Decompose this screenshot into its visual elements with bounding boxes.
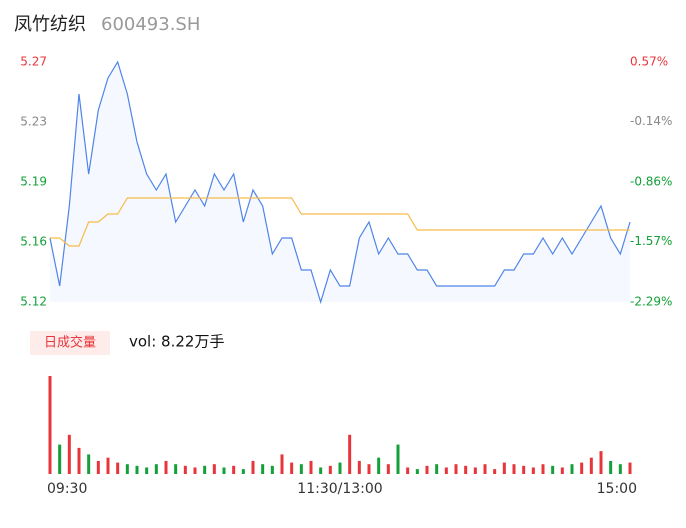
volume-bar bbox=[145, 467, 149, 474]
volume-bar bbox=[589, 457, 593, 474]
volume-bar bbox=[502, 462, 506, 474]
volume-bar bbox=[58, 444, 62, 474]
x-tick-label: 15:00 bbox=[597, 481, 637, 497]
volume-bar bbox=[212, 464, 216, 474]
volume-bar bbox=[357, 460, 361, 474]
volume-bar bbox=[232, 465, 236, 474]
y2-tick-label: -1.57% bbox=[630, 234, 672, 248]
volume-bar bbox=[106, 457, 110, 474]
y-tick-label: 5.23 bbox=[20, 115, 47, 129]
volume-bar bbox=[570, 464, 574, 474]
y-tick-label: 5.12 bbox=[20, 295, 47, 309]
y-tick-label: 5.16 bbox=[20, 235, 47, 249]
volume-summary: vol: 8.22万手 bbox=[129, 333, 224, 351]
volume-bar bbox=[464, 465, 468, 474]
volume-bar bbox=[319, 467, 323, 474]
volume-legend: 日成交量 bbox=[44, 335, 96, 351]
volume-bar bbox=[522, 465, 526, 474]
volume-bar bbox=[87, 454, 91, 474]
volume-bar bbox=[618, 464, 622, 474]
volume-bar bbox=[396, 444, 400, 474]
volume-bar bbox=[580, 462, 584, 474]
volume-bar bbox=[609, 460, 613, 474]
volume-bar bbox=[531, 467, 535, 474]
stock-code: 600493.SH bbox=[101, 14, 200, 35]
volume-bar bbox=[309, 460, 313, 474]
volume-bar bbox=[444, 467, 448, 474]
volume-bar bbox=[599, 451, 603, 474]
volume-bar bbox=[290, 462, 294, 474]
volume-bar bbox=[174, 464, 178, 474]
y2-tick-label: 0.57% bbox=[630, 55, 668, 69]
y2-tick-label: -2.29% bbox=[630, 295, 672, 309]
volume-bar bbox=[425, 465, 429, 474]
y2-tick-label: -0.86% bbox=[630, 175, 672, 189]
volume-bar bbox=[280, 454, 284, 474]
volume-legend-bg bbox=[30, 331, 110, 355]
y2-tick-label: -0.14% bbox=[630, 114, 672, 128]
avg-line bbox=[50, 197, 630, 247]
volume-bar bbox=[193, 467, 197, 474]
stock-name: 凤竹纺织 bbox=[14, 14, 86, 35]
volume-bar bbox=[154, 464, 158, 474]
volume-bar bbox=[48, 376, 52, 474]
volume-bar bbox=[367, 464, 371, 474]
volume-bar bbox=[77, 447, 81, 474]
volume-bar bbox=[435, 464, 439, 474]
volume-bar bbox=[348, 434, 352, 474]
y-tick-label: 5.27 bbox=[20, 55, 47, 69]
y-tick-label: 5.19 bbox=[20, 175, 47, 189]
volume-bar bbox=[338, 462, 342, 474]
volume-bar bbox=[386, 464, 390, 474]
volume-bar bbox=[415, 469, 419, 474]
volume-bar bbox=[328, 465, 332, 474]
volume-bar bbox=[454, 464, 458, 474]
volume-bar bbox=[551, 465, 555, 474]
volume-bar bbox=[241, 469, 245, 474]
volume-bar bbox=[125, 464, 129, 474]
x-tick-label: 09:30 bbox=[47, 481, 87, 497]
volume-bar bbox=[67, 434, 71, 474]
volume-bar bbox=[203, 465, 207, 474]
volume-bar bbox=[135, 465, 139, 474]
volume-bar bbox=[96, 460, 100, 474]
price-line bbox=[49, 60, 631, 305]
volume-bar bbox=[270, 465, 274, 474]
volume-bar bbox=[473, 467, 477, 474]
x-tick-label: 11:30/13:00 bbox=[297, 481, 382, 497]
volume-bar bbox=[512, 464, 516, 474]
volume-bar bbox=[377, 457, 381, 474]
price-area bbox=[50, 62, 630, 302]
volume-bar bbox=[164, 460, 168, 474]
volume-bar bbox=[406, 467, 410, 474]
volume-bar bbox=[251, 460, 255, 474]
volume-bar bbox=[541, 464, 545, 474]
volume-bar bbox=[261, 464, 265, 474]
volume-bar bbox=[222, 467, 226, 474]
volume-bar bbox=[493, 469, 497, 474]
volume-bar bbox=[299, 464, 303, 474]
volume-bar bbox=[116, 462, 120, 474]
volume-bar bbox=[483, 464, 487, 474]
volume-bar bbox=[183, 465, 187, 474]
volume-bar bbox=[560, 467, 564, 474]
volume-bar bbox=[628, 462, 632, 474]
